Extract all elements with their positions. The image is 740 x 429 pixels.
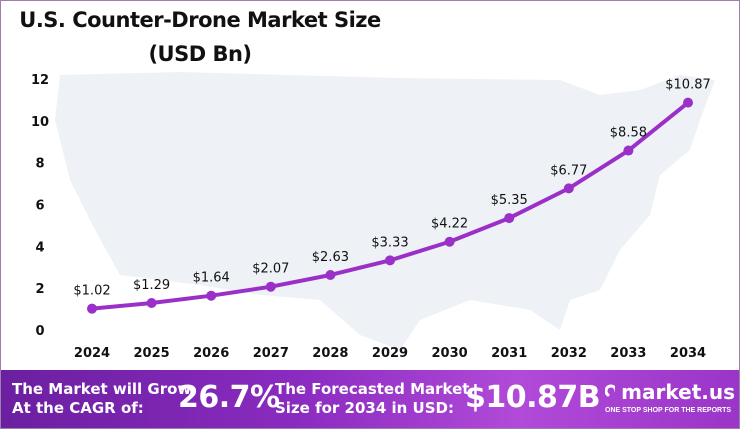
data-point xyxy=(683,97,693,108)
forecast-label-line1: The Forecasted Market xyxy=(275,380,470,398)
market-us-logo: market.us ONE STOP SHOP FOR THE REPORTS xyxy=(605,380,735,415)
y-tick-label: 2 xyxy=(35,282,44,297)
data-label: $2.07 xyxy=(252,262,289,277)
data-point xyxy=(385,255,395,266)
x-tick-label: 2027 xyxy=(253,346,289,361)
x-tick-label: 2031 xyxy=(491,346,527,361)
data-point xyxy=(623,145,634,156)
data-label: $10.87 xyxy=(665,78,711,93)
y-tick-label: 4 xyxy=(35,240,44,255)
us-map-background xyxy=(55,72,715,350)
data-label: $3.33 xyxy=(371,235,408,250)
logo-tagline: ONE STOP SHOP FOR THE REPORTS xyxy=(605,407,732,414)
data-point xyxy=(87,303,97,314)
data-label: $1.29 xyxy=(133,278,170,293)
x-tick-label: 2033 xyxy=(610,346,646,361)
x-tick-label: 2025 xyxy=(134,346,170,361)
data-label: $6.77 xyxy=(550,163,587,178)
data-label: $1.02 xyxy=(73,284,110,299)
data-label: $1.64 xyxy=(193,271,230,286)
data-point xyxy=(325,269,336,280)
data-point xyxy=(563,183,574,194)
y-tick-label: 0 xyxy=(35,324,44,339)
x-tick-label: 2034 xyxy=(670,346,706,361)
chart-title: U.S. Counter-Drone Market Size xyxy=(19,8,381,32)
data-label: $4.22 xyxy=(431,217,468,232)
data-label: $5.35 xyxy=(491,193,528,208)
logo-name: market.us xyxy=(621,380,735,404)
x-tick-label: 2028 xyxy=(312,346,348,361)
forecast-label-line2: Size for 2034 in USD: xyxy=(275,399,454,417)
x-tick-label: 2026 xyxy=(193,346,229,361)
y-tick-label: 12 xyxy=(31,73,49,88)
chart-subtitle: (USD Bn) xyxy=(148,42,252,66)
x-tick-label: 2032 xyxy=(551,346,587,361)
y-tick-label: 10 xyxy=(31,115,49,130)
cagr-value: 26.7% xyxy=(178,380,280,415)
forecast-value: $10.87B xyxy=(465,380,601,415)
data-label: $8.58 xyxy=(610,126,647,141)
cagr-label-line2: At the CAGR of: xyxy=(12,399,144,417)
x-tick-label: 2029 xyxy=(372,346,408,361)
summary-banner: The Market will Grow At the CAGR of: 26.… xyxy=(0,370,740,429)
data-point xyxy=(265,281,276,292)
forecast-label: The Forecasted Market Size for 2034 in U… xyxy=(275,380,469,418)
x-tick-label: 2030 xyxy=(432,346,468,361)
data-point xyxy=(504,213,515,224)
x-tick-label: 2024 xyxy=(74,346,110,361)
data-point xyxy=(206,290,217,301)
y-tick-label: 8 xyxy=(35,157,44,172)
data-point xyxy=(444,236,455,247)
y-tick-label: 6 xyxy=(35,199,44,214)
data-label: $2.63 xyxy=(312,250,349,265)
logo-icon xyxy=(605,384,616,397)
cagr-label-line1: The Market will Grow xyxy=(12,380,192,398)
cagr-label: The Market will Grow At the CAGR of: xyxy=(12,380,191,418)
data-point xyxy=(146,298,157,309)
